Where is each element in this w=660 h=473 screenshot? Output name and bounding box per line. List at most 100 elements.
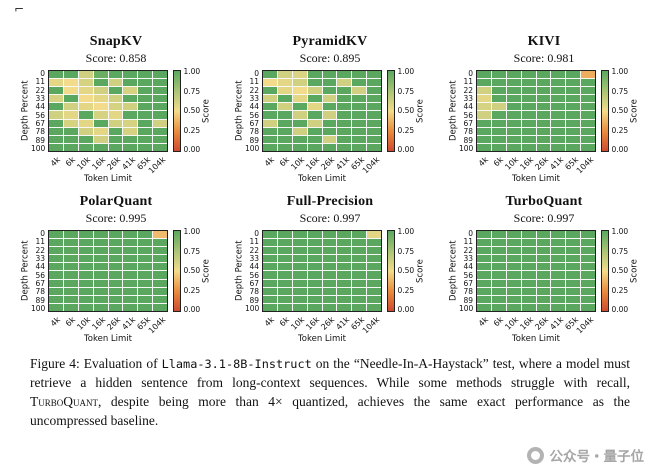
colorbar-tick: 0.00 — [611, 305, 629, 314]
panel-score: Score: 0.895 — [299, 51, 361, 65]
heatmap-cell — [536, 71, 551, 79]
heatmap-cell — [123, 295, 138, 303]
heatmap-cell — [337, 103, 352, 111]
heatmap-cell — [477, 295, 491, 303]
heatmap-cell — [292, 271, 307, 279]
heatmap-cell — [78, 127, 93, 135]
heatmap-cell — [322, 143, 337, 151]
heatmap-cell — [521, 239, 536, 247]
colorbar-tick: 0.25 — [611, 125, 629, 135]
heatmap-cell — [138, 263, 153, 271]
heatmap-cell — [566, 143, 581, 151]
panel-title: Full-Precision — [286, 194, 374, 209]
heatmap-cell — [108, 127, 123, 135]
heatmap-cell — [49, 135, 63, 143]
y-tick-labels: 0 11 22 33 44 56 67 78 89 100 — [245, 70, 262, 152]
heatmap-cell — [263, 239, 277, 247]
heatmap-cell — [78, 103, 93, 111]
heatmap-cell — [551, 135, 566, 143]
heatmap-cell — [78, 95, 93, 103]
heatmap-cell — [78, 295, 93, 303]
x-tick: 10k — [289, 315, 306, 332]
heatmap-cell — [108, 287, 123, 295]
heatmap-cell — [63, 287, 78, 295]
heatmap-cell — [477, 287, 491, 295]
y-tick: 78 — [463, 127, 473, 137]
heatmap-cell — [63, 143, 78, 151]
y-tick: 89 — [249, 295, 259, 305]
y-tick: 22 — [249, 85, 259, 95]
heatmap-cell — [108, 263, 123, 271]
y-tick: 100 — [31, 303, 46, 313]
heatmap-cell — [521, 295, 536, 303]
heatmap-cell — [138, 71, 153, 79]
heatmap-cell — [292, 287, 307, 295]
panel-score: Score: 0.997 — [299, 211, 361, 225]
heatmap-cell — [63, 119, 78, 127]
heatmap-cell — [123, 143, 138, 151]
heatmap-cell — [337, 143, 352, 151]
heatmap-cell — [277, 143, 292, 151]
heatmap-cell — [277, 79, 292, 87]
heatmap-cell — [506, 303, 521, 311]
heatmap-cell — [506, 103, 521, 111]
heatmap-cell — [78, 263, 93, 271]
heatmap-cell — [78, 135, 93, 143]
heatmap-cell — [93, 143, 108, 151]
heatmap-cell — [491, 87, 506, 95]
heatmap-cell — [491, 111, 506, 119]
heatmap-cell — [566, 287, 581, 295]
heatmap-cell — [506, 143, 521, 151]
heatmap-cell — [581, 71, 595, 79]
x-tick: 6k — [63, 315, 77, 329]
heatmap-cell — [63, 247, 78, 255]
y-tick: 89 — [35, 295, 45, 305]
heatmap-cell — [352, 103, 367, 111]
heatmap-cell — [263, 119, 277, 127]
heatmap-cell — [322, 247, 337, 255]
heatmap-cell — [521, 87, 536, 95]
heatmap-cell — [138, 279, 153, 287]
y-tick: 56 — [35, 110, 45, 120]
heatmap-cell — [277, 111, 292, 119]
heatmap-cell — [581, 255, 595, 263]
heatmap-cell — [491, 71, 506, 79]
heatmap-cell — [292, 231, 307, 239]
heatmap-cell — [49, 127, 63, 135]
caption-segment: on the “Needle-In-A-Haystack” test, wher… — [30, 356, 630, 391]
heatmap-cell — [292, 103, 307, 111]
heatmap-grid — [48, 230, 168, 312]
heatmap-cell — [292, 303, 307, 311]
heatmap-cell — [322, 295, 337, 303]
heatmap-panel-snapkv: SnapKV Score: 0.858 Depth Percent 0 11 22 3… — [20, 34, 212, 184]
heatmap-cell — [108, 111, 123, 119]
heatmap-cell — [63, 71, 78, 79]
heatmap-cell — [108, 279, 123, 287]
x-tick: 10k — [289, 155, 306, 172]
heatmap-cell — [292, 71, 307, 79]
x-tick: 41k — [334, 155, 351, 172]
heatmap-cell — [63, 231, 78, 239]
x-tick-labels: 4k 6k 10k 16k 26k 41k 65k 104k — [262, 312, 382, 335]
heatmap-cell — [506, 295, 521, 303]
heatmap-cell — [337, 247, 352, 255]
heatmap-cell — [566, 239, 581, 247]
heatmap-cell — [367, 263, 381, 271]
y-tick: 67 — [35, 278, 45, 288]
colorbar-tick-labels: 1.00 0.75 0.50 0.25 0.00 — [397, 68, 415, 154]
heatmap-cell — [521, 135, 536, 143]
heatmap-cell — [138, 287, 153, 295]
x-tick: 10k — [75, 315, 92, 332]
heatmap-cell — [566, 303, 581, 311]
heatmap-cell — [491, 247, 506, 255]
y-tick: 67 — [463, 278, 473, 288]
y-tick-labels: 0 11 22 33 44 56 67 78 89 100 — [31, 70, 48, 152]
heatmap-cell — [63, 127, 78, 135]
y-tick: 56 — [463, 270, 473, 280]
heatmap-cell — [49, 271, 63, 279]
colorbar-tick-labels: 1.00 0.75 0.50 0.25 0.00 — [611, 228, 629, 314]
heatmap-cell — [138, 103, 153, 111]
heatmap-cell — [536, 103, 551, 111]
